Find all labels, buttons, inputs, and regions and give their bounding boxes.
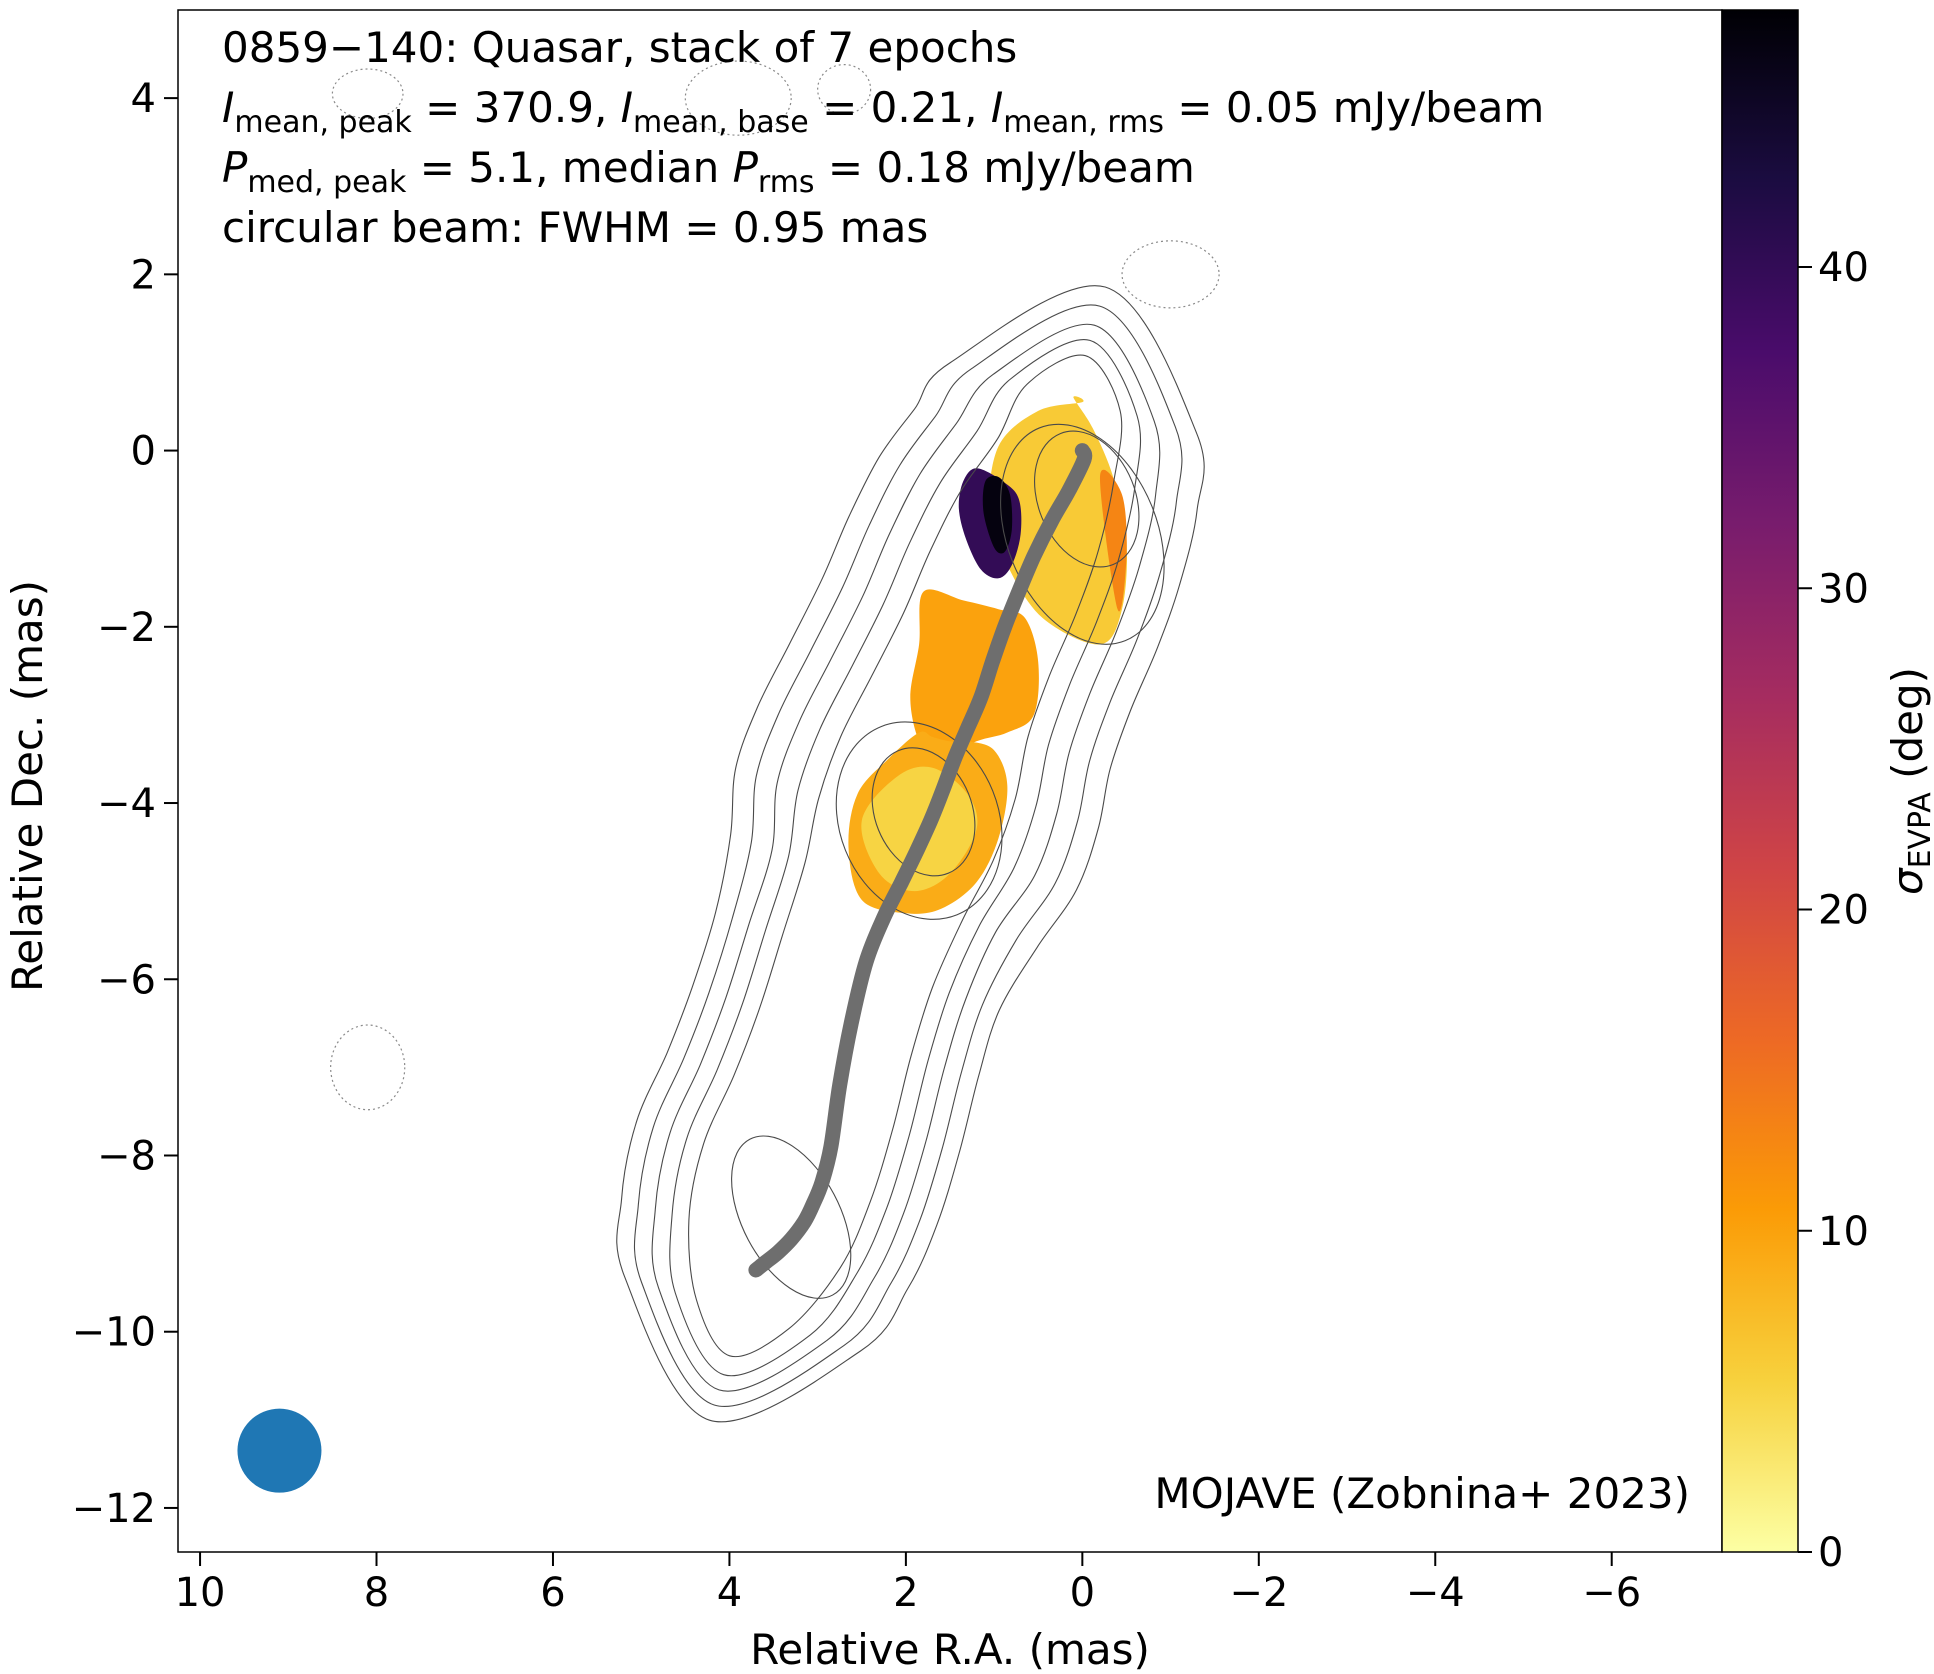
- colorbar-label-unit: (deg): [1883, 667, 1932, 792]
- title-part: = 0.18 mJy/beam: [815, 143, 1195, 192]
- title-part: 0859−140: Quasar, stack of 7 epochs: [222, 23, 1017, 72]
- colorbar-label: σEVPA (deg): [1883, 667, 1934, 895]
- colorbar-tick-label: 10: [1818, 1209, 1869, 1255]
- y-tick-label: −12: [72, 1486, 156, 1532]
- title-line-2: Imean, peak = 370.9, Imean, base = 0.21,…: [222, 83, 1544, 140]
- x-axis-ticks: 10 8 6 4 2 0 −2 −4 −6: [175, 1552, 1641, 1616]
- x-tick-label: −2: [1229, 1570, 1288, 1616]
- y-tick-label: −2: [97, 605, 156, 651]
- x-tick-label: 4: [717, 1570, 742, 1616]
- title-part: rms: [758, 165, 815, 200]
- y-axis-label: Relative Dec. (mas): [3, 580, 52, 992]
- pol-region-core-edge: [1099, 469, 1127, 612]
- colorbar-tick-label: 30: [1818, 566, 1869, 612]
- x-tick-label: 8: [364, 1570, 389, 1616]
- x-tick-label: −4: [1406, 1570, 1465, 1616]
- intensity-contour: [633, 304, 1183, 1407]
- ridge-line-path: [748, 443, 1093, 1278]
- credit-text: MOJAVE (Zobnina+ 2023): [1154, 1469, 1690, 1518]
- beam-marker: [237, 1408, 322, 1493]
- evpa-hotspot-core: [982, 475, 1013, 554]
- x-tick-label: 6: [540, 1570, 565, 1616]
- title-part: I: [991, 83, 1003, 132]
- noise-contours: [330, 60, 1220, 1111]
- x-tick-label: 10: [175, 1570, 226, 1616]
- colorbar-label-sub: EVPA: [1903, 792, 1934, 869]
- colorbar-ticks: 0 10 20 30 40: [1798, 245, 1869, 1576]
- intensity-contour: [688, 354, 1123, 1358]
- total-intensity-contours: [616, 285, 1205, 1423]
- title-part: I: [222, 83, 234, 132]
- plot-area: [237, 60, 1220, 1493]
- intensity-contour: [616, 285, 1205, 1423]
- title-part: P: [733, 143, 759, 192]
- intensity-contour-inner: [731, 1135, 852, 1299]
- title-line-3: Pmed, peak = 5.1, median Prms = 0.18 mJy…: [222, 143, 1195, 200]
- title-part: P: [222, 143, 248, 192]
- title-part: = 0.21,: [809, 83, 991, 132]
- y-tick-label: −6: [97, 957, 156, 1003]
- title-part: mean, peak: [234, 105, 412, 140]
- title-block: 0859−140: Quasar, stack of 7 epochs Imean…: [222, 23, 1544, 252]
- y-tick-label: 2: [131, 252, 156, 298]
- colorbar-tick-label: 20: [1818, 888, 1869, 934]
- title-part: = 5.1, median: [406, 143, 732, 192]
- y-tick-label: 0: [131, 429, 156, 475]
- title-part: = 370.9,: [412, 83, 621, 132]
- intensity-contour: [651, 323, 1161, 1392]
- colorbar-tick-label: 0: [1818, 1530, 1843, 1576]
- colorbar-label-symbol: σ: [1883, 867, 1932, 895]
- y-axis-ticks: 4 2 0 −2 −4 −6 −8 −10 −12: [72, 76, 178, 1532]
- y-tick-label: −4: [97, 781, 156, 827]
- x-tick-label: 0: [1070, 1570, 1095, 1616]
- title-part: mean, rms: [1003, 105, 1164, 140]
- colorbar-tick-label: 40: [1818, 245, 1869, 291]
- x-axis-label: Relative R.A. (mas): [750, 1625, 1150, 1674]
- noise-contour: [1121, 240, 1220, 309]
- ridge-line: [748, 443, 1093, 1278]
- title-part: mean, base: [633, 105, 809, 140]
- y-tick-label: −10: [72, 1310, 156, 1356]
- x-tick-label: −6: [1582, 1570, 1641, 1616]
- x-tick-label: 2: [893, 1570, 918, 1616]
- title-line-4: circular beam: FWHM = 0.95 mas: [222, 203, 928, 252]
- beam-circle: [237, 1408, 322, 1493]
- y-tick-label: 4: [131, 76, 156, 122]
- y-tick-label: −8: [97, 1133, 156, 1179]
- noise-contour: [331, 68, 404, 120]
- colorbar: [1721, 9, 1799, 1553]
- intensity-contour-inner: [1034, 430, 1140, 568]
- noise-contour: [817, 63, 872, 115]
- intensity-contour-inner: [871, 747, 976, 877]
- title-part: med, peak: [247, 165, 407, 200]
- intensity-contour-inner: [835, 721, 1003, 920]
- intensity-contour: [669, 339, 1142, 1377]
- intensity-contour-inner: [1000, 423, 1165, 645]
- title-line-1: 0859−140: Quasar, stack of 7 epochs: [222, 23, 1017, 72]
- title-part: circular beam: FWHM = 0.95 mas: [222, 203, 928, 252]
- title-part: = 0.05 mJy/beam: [1164, 83, 1544, 132]
- noise-contour: [684, 60, 792, 136]
- title-part: I: [621, 83, 633, 132]
- noise-contour: [330, 1024, 406, 1111]
